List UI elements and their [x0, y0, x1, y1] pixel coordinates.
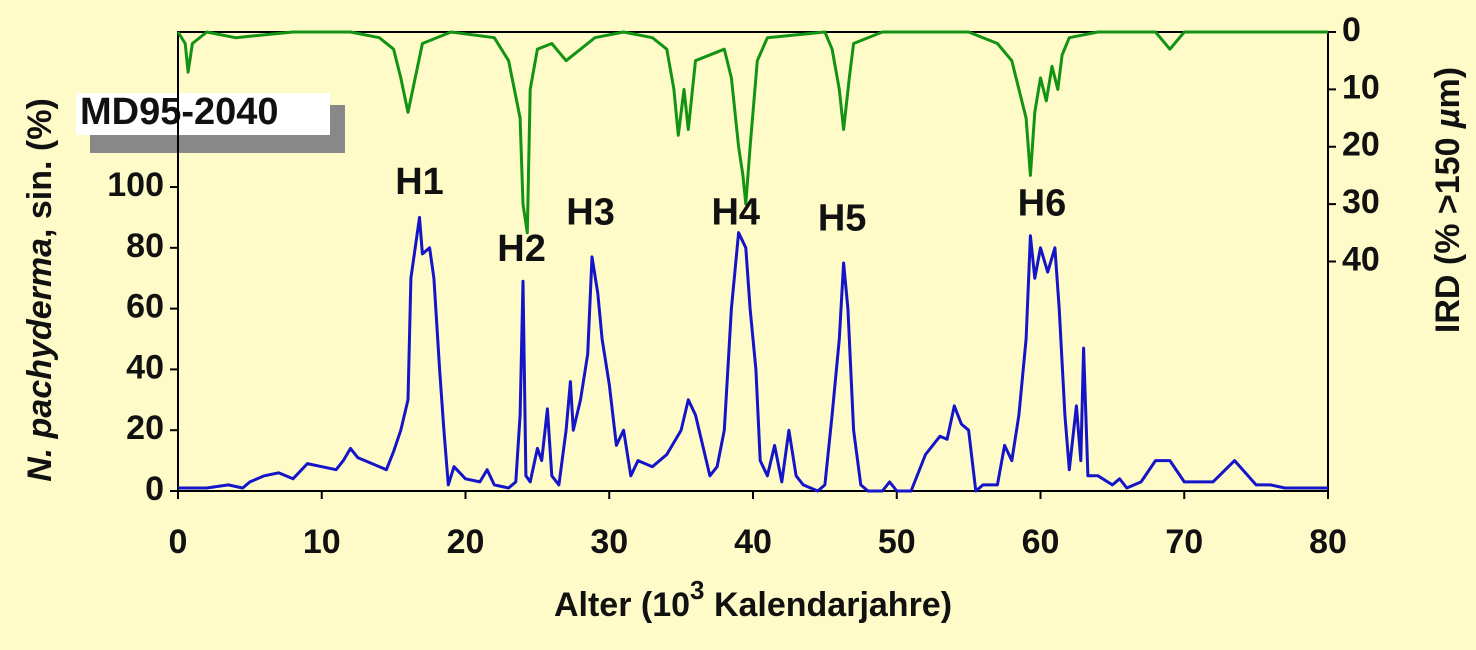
x-tick-label: 60: [1022, 523, 1060, 561]
x-tick-label: 30: [590, 523, 628, 561]
annotation: H5: [818, 197, 867, 239]
x-axis-label-part: Kalendarjahre): [705, 586, 953, 624]
annotation: H3: [566, 191, 615, 233]
y-tick-label: 20: [126, 409, 164, 447]
y-axis-label-part: , sin. (%): [21, 98, 59, 238]
y2-axis-label: IRD (% >150 µm): [1429, 67, 1467, 333]
y-axis-label: N. pachyderma, sin. (%): [21, 98, 59, 482]
y2-axis-label-part: µ: [1429, 108, 1467, 129]
x-tick-label: 70: [1165, 523, 1203, 561]
y2-tick-label: 30: [1342, 183, 1380, 221]
y2-tick-label: 10: [1342, 68, 1380, 106]
annotation: H6: [1018, 182, 1067, 224]
x-axis-label-part: 3: [690, 575, 704, 605]
x-tick-label: 20: [447, 523, 485, 561]
y-tick-label: 60: [126, 288, 164, 326]
data-line: [176, 30, 1328, 235]
annotation: H4: [711, 191, 760, 233]
annotation: H2: [497, 228, 546, 270]
y2-axis-label-part: m): [1429, 67, 1467, 109]
x-tick-label: 10: [303, 523, 341, 561]
data-line: [178, 215, 1328, 493]
y2-tick-label: 0: [1342, 11, 1361, 49]
y2-tick-label: 40: [1342, 240, 1380, 278]
x-tick-label: 80: [1309, 523, 1347, 561]
y-tick-label: 80: [126, 227, 164, 265]
x-tick-label: 50: [878, 523, 916, 561]
y-tick-label: 0: [145, 470, 164, 508]
label-box: [76, 93, 330, 135]
x-axis-label-part: Alter (10: [554, 586, 690, 624]
y-axis-label-part: N. pachyderma: [21, 238, 59, 482]
x-axis-label: Alter (103 Kalendarjahre): [554, 575, 952, 624]
y-tick-label: 100: [107, 166, 164, 204]
annotation: H1: [395, 161, 444, 203]
y-tick-label: 40: [126, 348, 164, 386]
x-tick-label: 40: [734, 523, 772, 561]
y2-axis-label-part: IRD (% >150: [1429, 128, 1467, 333]
x-tick-label: 0: [169, 523, 188, 561]
box-label: MD95-2040: [80, 91, 279, 133]
y2-tick-label: 20: [1342, 126, 1380, 164]
